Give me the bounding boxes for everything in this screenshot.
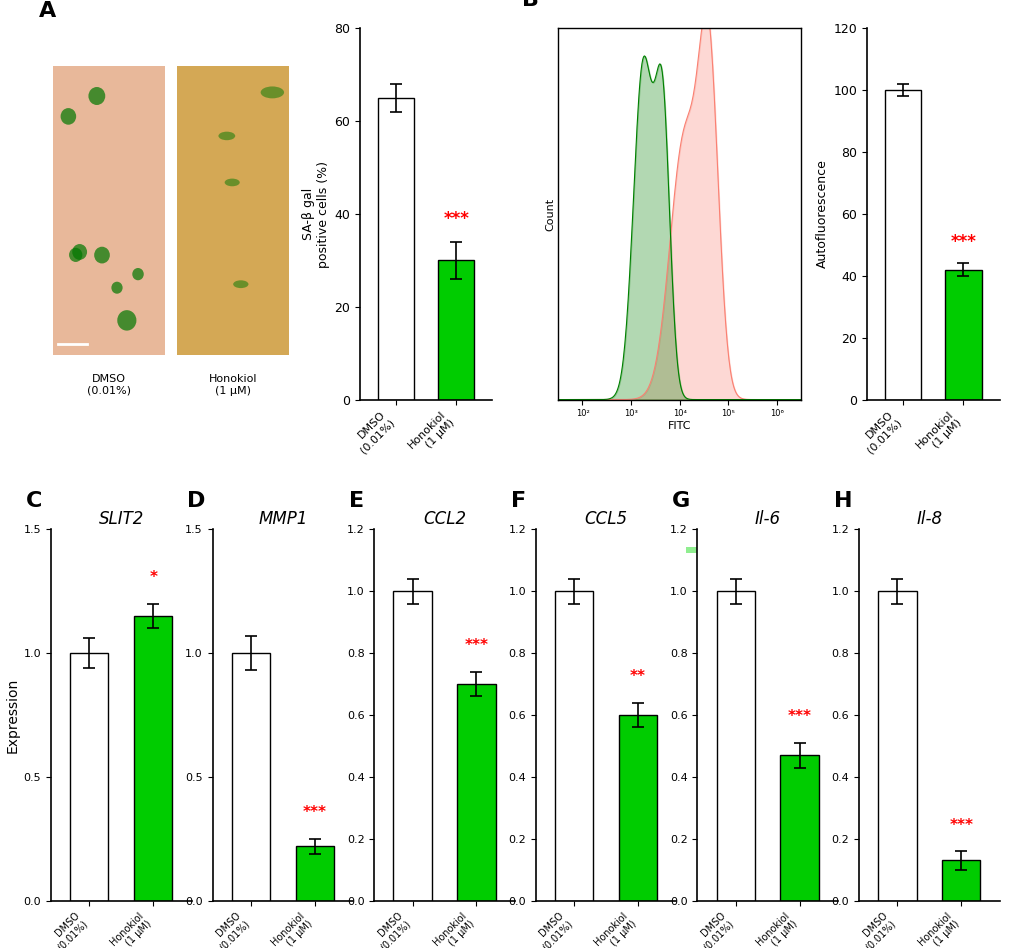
X-axis label: FITC: FITC	[667, 421, 691, 431]
Ellipse shape	[89, 87, 105, 105]
Text: ***: ***	[464, 638, 488, 653]
Text: ***: ***	[949, 817, 972, 832]
Y-axis label: Autofluorescence: Autofluorescence	[815, 159, 828, 268]
FancyBboxPatch shape	[53, 65, 165, 356]
Text: F: F	[511, 491, 525, 511]
Ellipse shape	[132, 268, 144, 281]
Bar	[716, 592, 754, 901]
Ellipse shape	[60, 108, 76, 125]
Bar	[780, 756, 818, 901]
Y-axis label: SA-β gal
positive cells (%): SA-β gal positive cells (%)	[302, 160, 329, 267]
Text: *: *	[149, 570, 157, 585]
Text: H: H	[833, 491, 852, 511]
Ellipse shape	[117, 310, 137, 331]
FancyBboxPatch shape	[177, 65, 289, 356]
Y-axis label: Expression: Expression	[5, 678, 19, 753]
Text: ***: ***	[787, 709, 811, 724]
Title: Il-6: Il-6	[754, 510, 780, 528]
Bar	[877, 592, 916, 901]
Bar	[884, 90, 920, 399]
Text: C: C	[25, 491, 42, 511]
Bar	[231, 653, 270, 901]
Text: **: **	[630, 669, 645, 684]
Bar	[942, 861, 979, 901]
Title: MMP1: MMP1	[258, 510, 308, 528]
Ellipse shape	[72, 244, 87, 260]
Text: ***: ***	[950, 233, 975, 251]
Bar	[296, 847, 333, 901]
Text: E: E	[348, 491, 364, 511]
Bar	[554, 592, 593, 901]
Ellipse shape	[261, 86, 283, 99]
Ellipse shape	[218, 132, 235, 140]
Title: CCL5: CCL5	[584, 510, 627, 528]
Title: SLIT2: SLIT2	[99, 510, 144, 528]
Ellipse shape	[111, 282, 122, 294]
Text: Honokiol
(1 μM): Honokiol (1 μM)	[209, 374, 258, 395]
Bar	[457, 684, 495, 901]
Text: DMSO
(0.01%): DMSO (0.01%)	[88, 374, 131, 395]
Text: ***: ***	[303, 805, 326, 820]
Legend: DMSO
(0.01%), Honokiol
(1 μM): DMSO (0.01%), Honokiol (1 μM)	[613, 537, 745, 562]
Bar	[70, 653, 108, 901]
Bar	[393, 592, 431, 901]
Bar	[619, 715, 656, 901]
Ellipse shape	[94, 246, 110, 264]
Text: D: D	[187, 491, 206, 511]
Y-axis label: Count: Count	[545, 197, 555, 230]
Text: ***: ***	[443, 210, 469, 228]
Title: Il-8: Il-8	[915, 510, 942, 528]
Bar	[378, 98, 414, 399]
Text: A: A	[39, 1, 56, 21]
Text: G: G	[672, 491, 690, 511]
Ellipse shape	[69, 247, 83, 262]
Ellipse shape	[233, 281, 249, 288]
Ellipse shape	[224, 178, 239, 186]
Bar	[438, 261, 474, 399]
Text: B: B	[521, 0, 538, 9]
Bar	[133, 616, 172, 901]
Title: CCL2: CCL2	[423, 510, 466, 528]
Bar	[945, 269, 980, 399]
